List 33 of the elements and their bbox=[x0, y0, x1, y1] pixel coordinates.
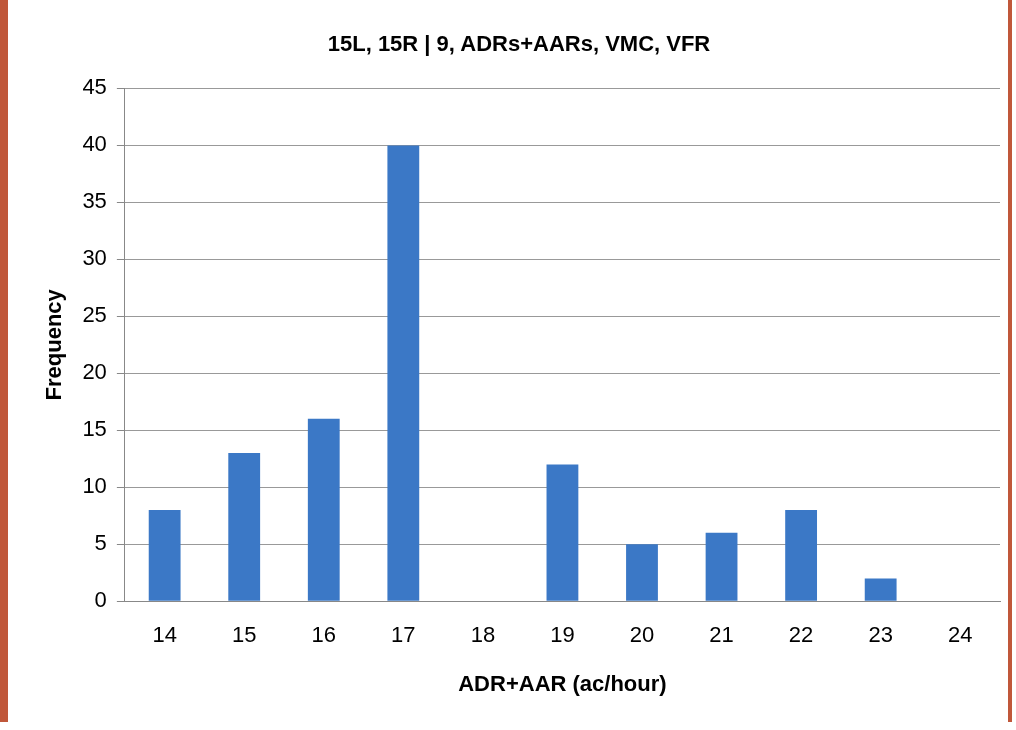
y-axis-title: Frequency bbox=[41, 288, 67, 401]
y-tick-label: 25 bbox=[82, 302, 107, 328]
bar bbox=[148, 510, 181, 601]
x-tick-label: 19 bbox=[550, 622, 575, 648]
bar bbox=[228, 453, 261, 601]
y-tick-label: 30 bbox=[82, 245, 107, 271]
y-tick-label: 20 bbox=[82, 359, 107, 385]
x-tick-label: 23 bbox=[868, 622, 893, 648]
x-tick-label: 16 bbox=[311, 622, 337, 648]
y-tick-label: 15 bbox=[82, 416, 107, 442]
bar bbox=[705, 532, 738, 601]
bar bbox=[307, 418, 340, 601]
x-tick-label: 22 bbox=[788, 622, 814, 648]
x-tick-label: 17 bbox=[391, 622, 416, 648]
bar bbox=[785, 510, 818, 601]
y-tick-label: 45 bbox=[82, 74, 107, 100]
bar bbox=[864, 578, 897, 601]
x-tick-label: 20 bbox=[629, 622, 655, 648]
chart-title: 15L, 15R | 9, ADRs+AARs, VMC, VFR bbox=[327, 31, 711, 57]
x-tick-label: 24 bbox=[947, 622, 973, 648]
y-tick-label: 5 bbox=[94, 530, 107, 556]
y-tick-label: 35 bbox=[82, 188, 107, 214]
bar bbox=[387, 145, 420, 601]
x-tick-label: 18 bbox=[470, 622, 496, 648]
x-tick-label: 21 bbox=[709, 622, 734, 648]
y-tick-label: 0 bbox=[94, 587, 107, 613]
bar bbox=[626, 544, 658, 601]
bar bbox=[546, 464, 579, 601]
x-tick-label: 14 bbox=[152, 622, 177, 648]
x-axis-title: ADR+AAR (ac/hour) bbox=[458, 670, 667, 696]
y-tick-label: 10 bbox=[82, 473, 107, 499]
y-tick-label: 40 bbox=[82, 131, 107, 157]
x-tick-label: 15 bbox=[231, 622, 257, 648]
